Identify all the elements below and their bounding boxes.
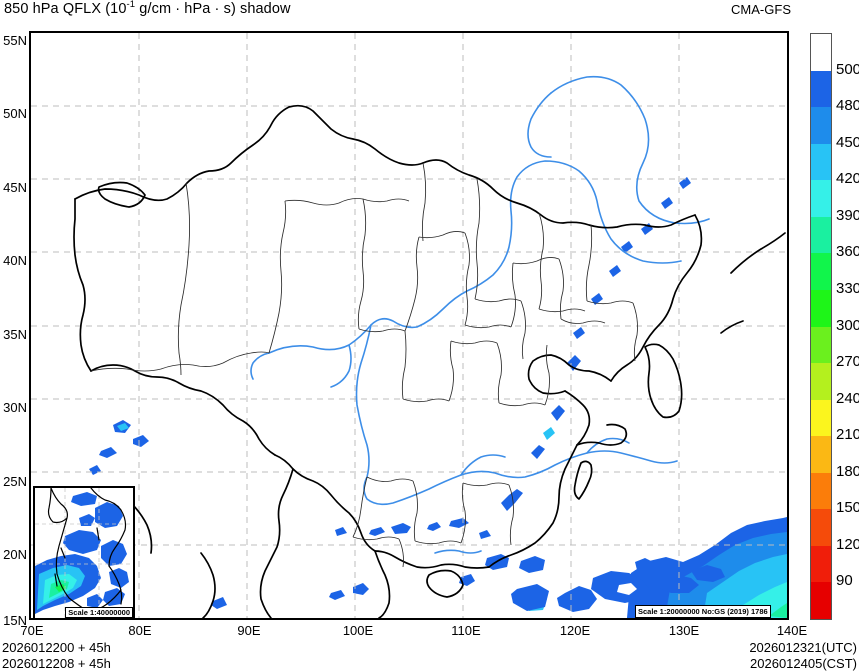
- colorbar-band-9: [811, 363, 831, 400]
- colorbar-band-5: [811, 216, 831, 254]
- colorbar-tick-150: 150: [836, 499, 859, 517]
- rivers-layer: [250, 75, 710, 554]
- inset-scale-label: Scale 1:40000000: [65, 606, 133, 618]
- province-boundary-layer: [90, 162, 638, 568]
- inset-map[interactable]: Scale 1:40000000: [33, 486, 135, 620]
- x-tick-80e: 80E: [128, 623, 152, 638]
- y-tick-25n: 25N: [3, 474, 27, 489]
- colorbar-band-2: [811, 107, 831, 144]
- colorbar-band-8: [811, 326, 831, 364]
- map-canvas: [31, 33, 787, 618]
- colorbar-band-3: [811, 143, 831, 181]
- x-tick-90e: 90E: [237, 623, 261, 638]
- colorbar-tick-390: 390: [836, 206, 859, 224]
- colorbar-tick-420: 420: [836, 170, 859, 188]
- colorbar-band-0: [811, 34, 831, 71]
- x-tick-120e: 120E: [559, 623, 591, 638]
- title-units: g/cm · hPa · s) shadow: [135, 1, 291, 17]
- footer-valid-time-cst: 2026012405(CST): [750, 656, 857, 671]
- national-boundary-layer: [73, 104, 786, 618]
- x-tick-110e: 110E: [451, 623, 481, 638]
- colorbar-band-7: [811, 289, 831, 327]
- title-exponent: -1: [126, 0, 136, 11]
- colorbar-tick-480: 480: [836, 97, 859, 115]
- y-tick-40n: 40N: [3, 253, 27, 268]
- main-map-scale-label: Scale 1:20000000 No:GS (2019) 1786: [635, 605, 771, 618]
- colorbar-tick-180: 180: [836, 462, 859, 480]
- colorbar-band-11: [811, 436, 831, 473]
- y-tick-45n: 45N: [3, 180, 27, 195]
- colorbar-tick-210: 210: [836, 426, 859, 444]
- footer-init-time-cst: 2026012208 + 45h: [2, 656, 111, 671]
- y-tick-50n: 50N: [3, 106, 27, 121]
- colorbar[interactable]: [810, 33, 832, 620]
- colorbar-tick-330: 330: [836, 279, 859, 297]
- colorbar-band-15: [811, 582, 831, 619]
- colorbar-band-13: [811, 509, 831, 546]
- x-tick-130e: 130E: [668, 623, 700, 638]
- colorbar-tick-90: 90: [836, 572, 853, 590]
- y-tick-55n: 55N: [3, 33, 27, 48]
- colorbar-band-10: [811, 399, 831, 437]
- inset-map-canvas: [35, 488, 133, 618]
- colorbar-tick-500: 500: [836, 60, 859, 78]
- colorbar-tick-450: 450: [836, 133, 859, 151]
- x-tick-100e: 100E: [342, 623, 374, 638]
- colorbar-tick-120: 120: [836, 535, 859, 553]
- colorbar-tick-240: 240: [836, 389, 859, 407]
- title-text: 850 hPa QFLX (10: [4, 1, 127, 17]
- y-tick-20n: 20N: [3, 547, 27, 562]
- qflx-shading-layer: [89, 177, 787, 618]
- colorbar-band-12: [811, 472, 831, 510]
- colorbar-band-6: [811, 253, 831, 290]
- y-tick-35n: 35N: [3, 327, 27, 342]
- colorbar-tick-300: 300: [836, 316, 859, 334]
- y-tick-30n: 30N: [3, 400, 27, 415]
- footer-init-time-utc: 2026012200 + 45h: [2, 640, 111, 655]
- map-plot-area[interactable]: Scale 1:20000000 No:GS (2019) 1786: [29, 31, 789, 620]
- page-title: 850 hPa QFLX (10-1 g/cm · hPa · s) shado…: [4, 0, 291, 17]
- x-tick-70e: 70E: [20, 623, 44, 638]
- colorbar-band-1: [811, 70, 831, 108]
- colorbar-band-14: [811, 545, 831, 583]
- colorbar-band-4: [811, 180, 831, 217]
- footer-valid-time-utc: 2026012321(UTC): [749, 640, 857, 655]
- y-tick-15n: 15N: [3, 613, 27, 628]
- graticule-grid: [31, 33, 787, 618]
- model-label: CMA-GFS: [731, 2, 791, 17]
- x-tick-140e: 140E: [776, 623, 808, 638]
- colorbar-tick-270: 270: [836, 353, 859, 371]
- colorbar-tick-360: 360: [836, 243, 859, 261]
